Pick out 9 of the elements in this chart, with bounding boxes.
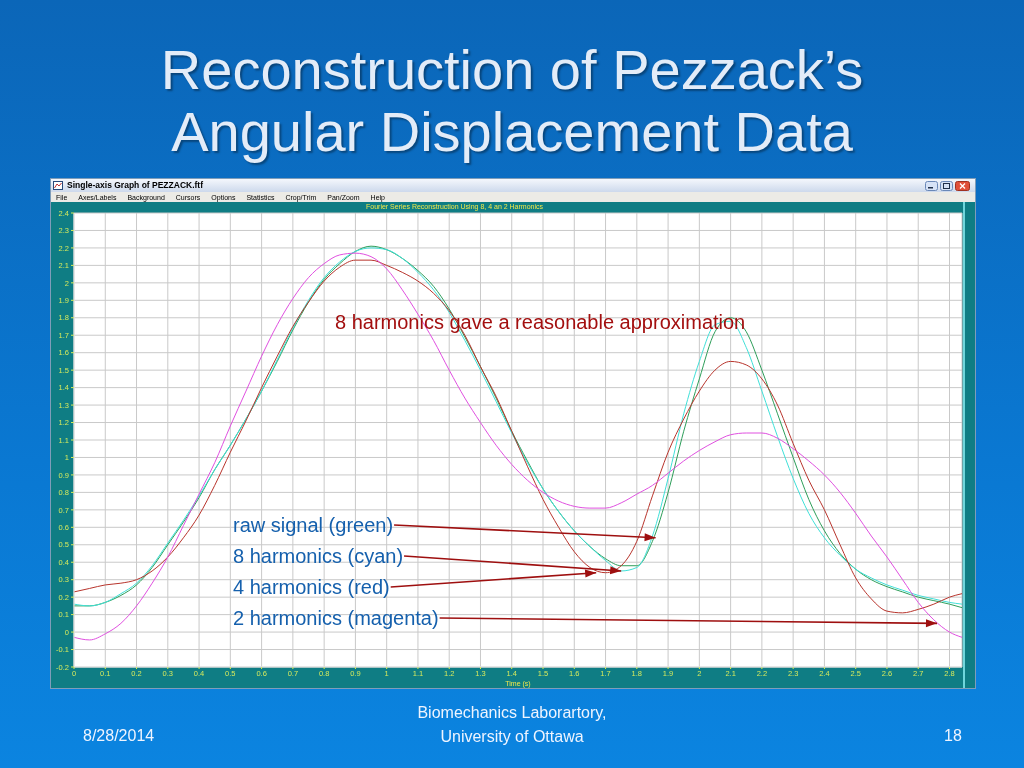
text: 18 [944, 727, 962, 744]
annotation: raw signal (green) [233, 514, 394, 536]
text: Single-axis Graph of PEZZACK.ftf [67, 180, 204, 190]
chart-title: Reconstruction of Pezzack’s Angular Displacement Data [160, 38, 864, 163]
text: Biomechanics Laborartory, University of Ottawa [417, 704, 607, 745]
annotation: 8 harmonics (cyan) [233, 545, 404, 567]
annotation: 4 harmonics (red) [233, 576, 390, 598]
annotation: 2 harmonics (magenta) [233, 607, 439, 629]
text: 8/28/2014 [83, 727, 155, 744]
